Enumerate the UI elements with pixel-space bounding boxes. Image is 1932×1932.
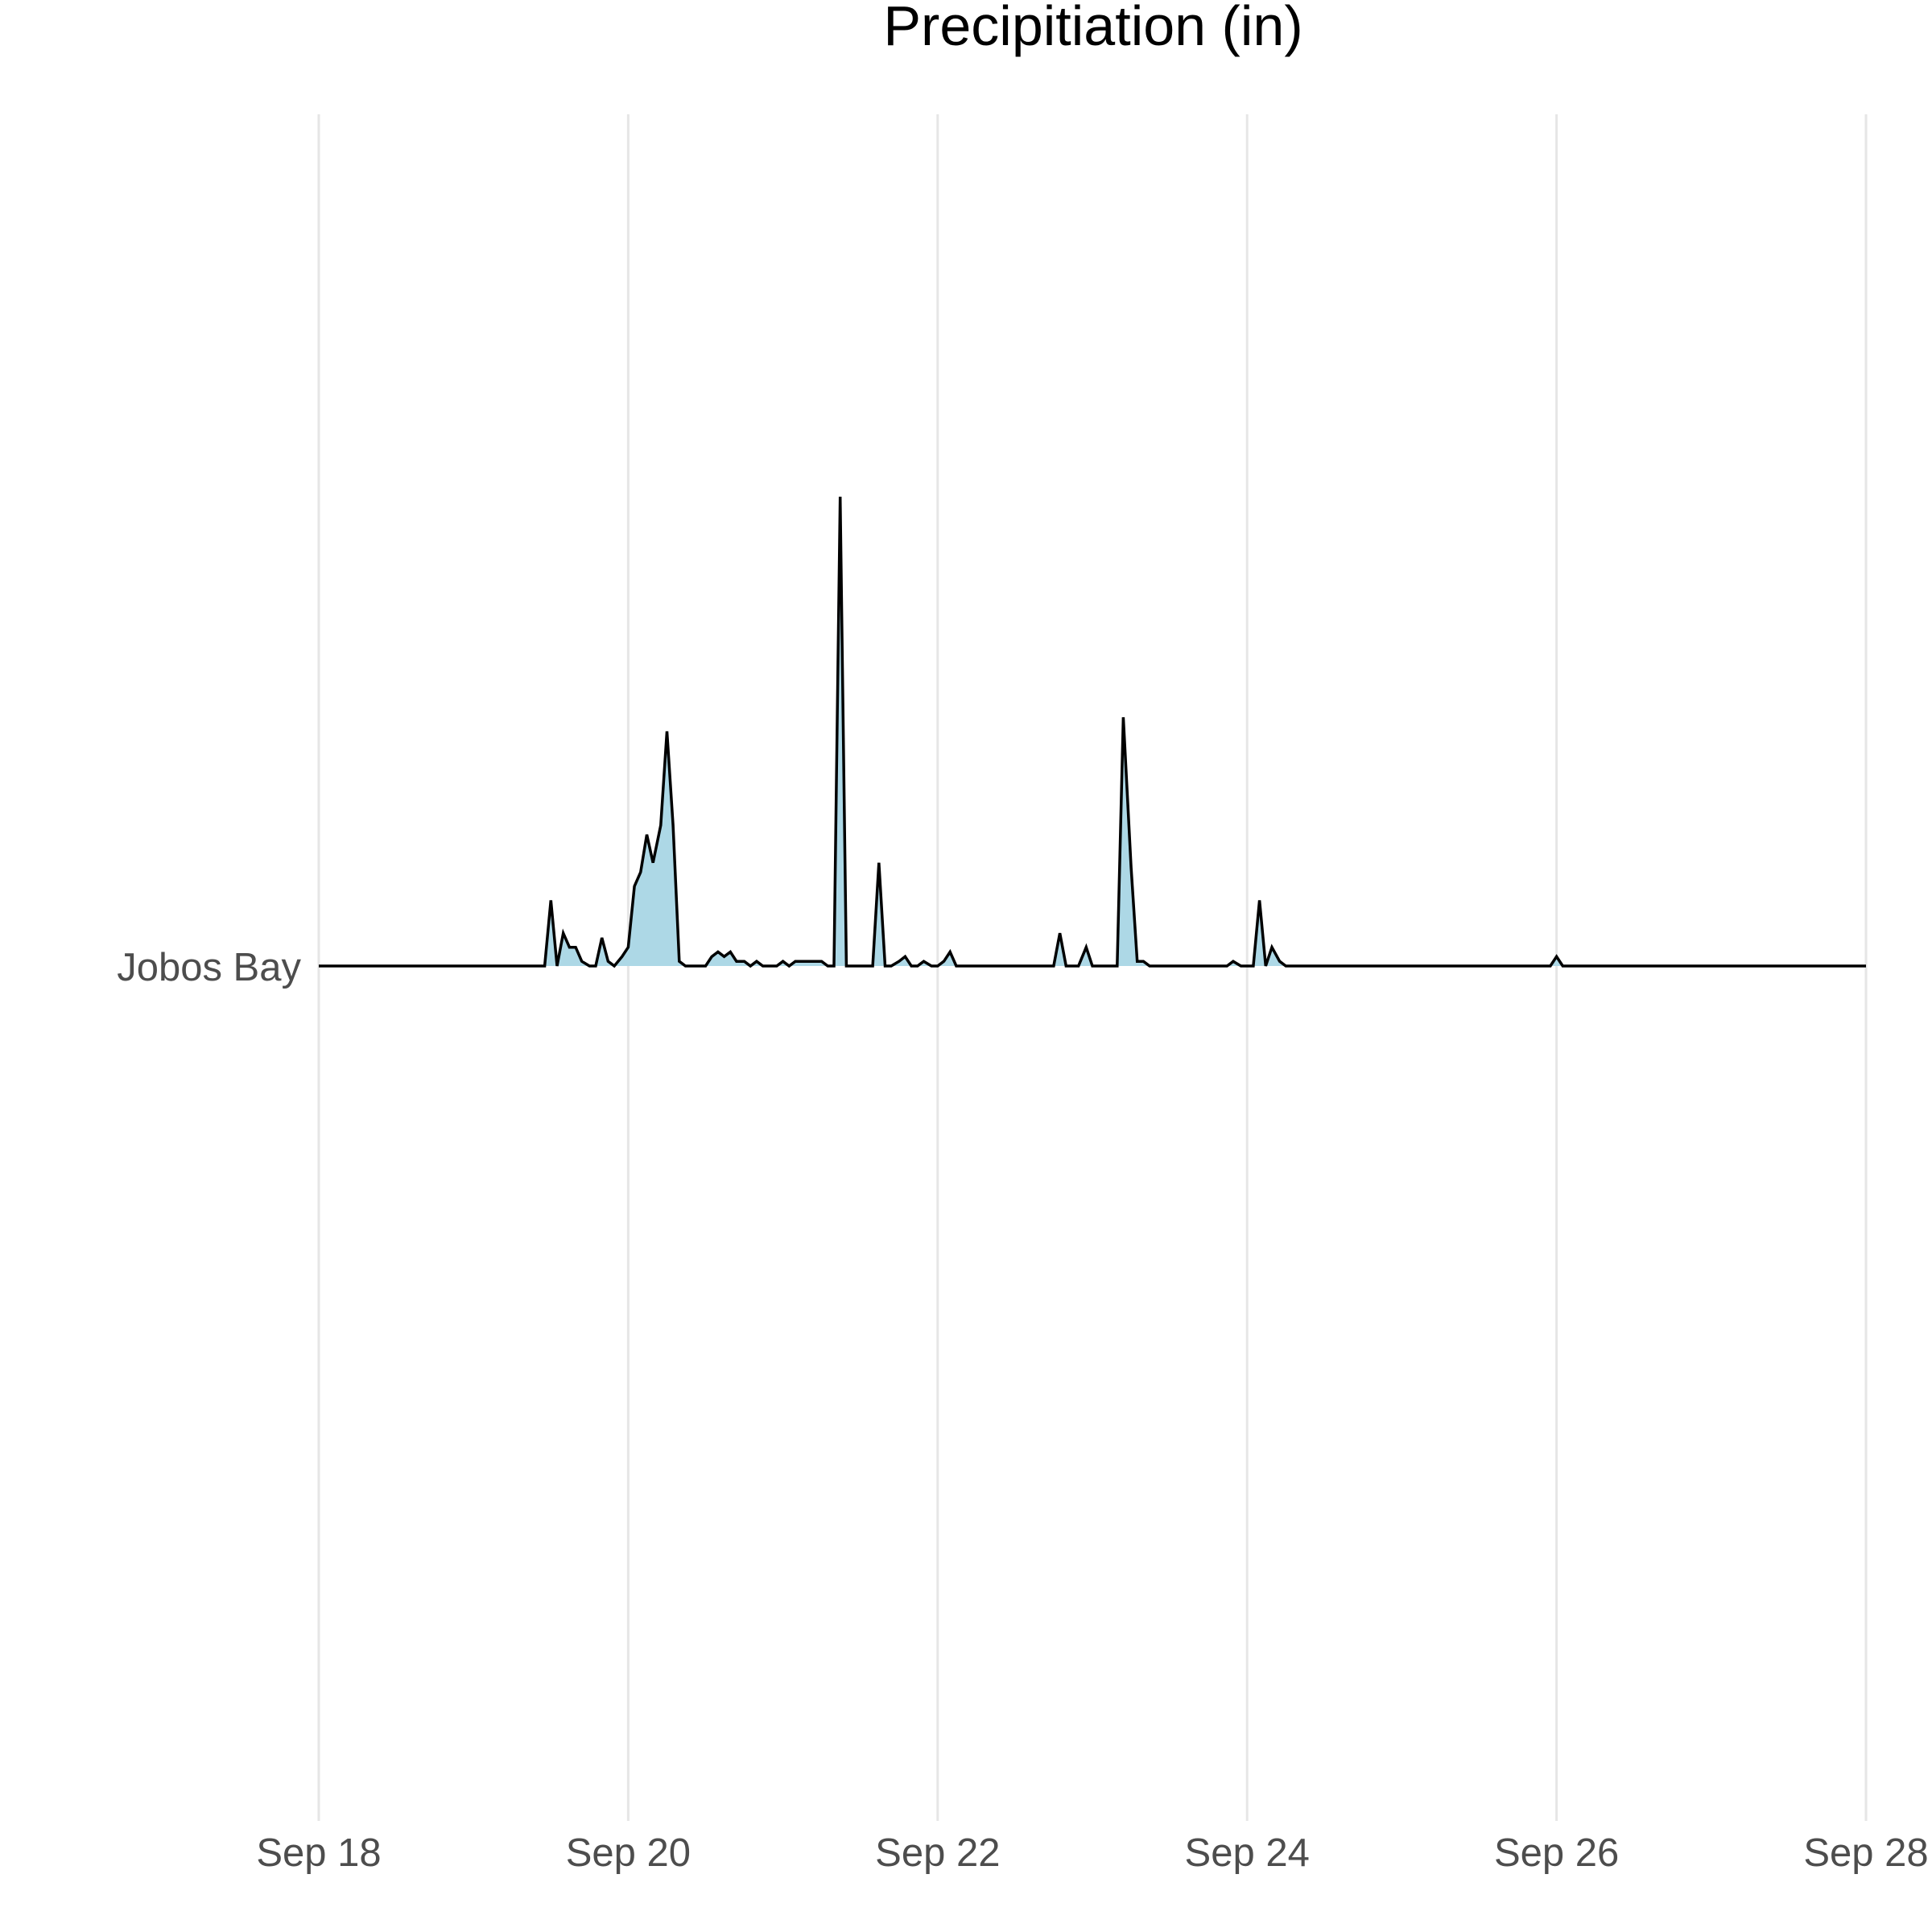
chart-title: Precipitiation (in) <box>883 0 1302 57</box>
series-outline-line <box>319 496 1866 968</box>
x-tick-label: Sep 20 <box>566 1831 691 1875</box>
x-tick-label: Sep 28 <box>1803 1831 1928 1875</box>
x-tick-label: Sep 26 <box>1494 1831 1619 1875</box>
y-axis-labels: Jobos Bay <box>117 946 301 989</box>
series-fill-area <box>319 497 1866 966</box>
y-category-label: Jobos Bay <box>117 946 301 989</box>
vertical-gridlines <box>317 114 1868 1821</box>
x-axis-labels: Sep 18 Sep 20 Sep 22 Sep 24 Sep 26 Sep 28 <box>256 1831 1928 1875</box>
x-tick-label: Sep 24 <box>1185 1831 1310 1875</box>
x-tick-label: Sep 18 <box>256 1831 381 1875</box>
series-area <box>319 496 1866 968</box>
x-tick-label: Sep 22 <box>875 1831 1000 1875</box>
